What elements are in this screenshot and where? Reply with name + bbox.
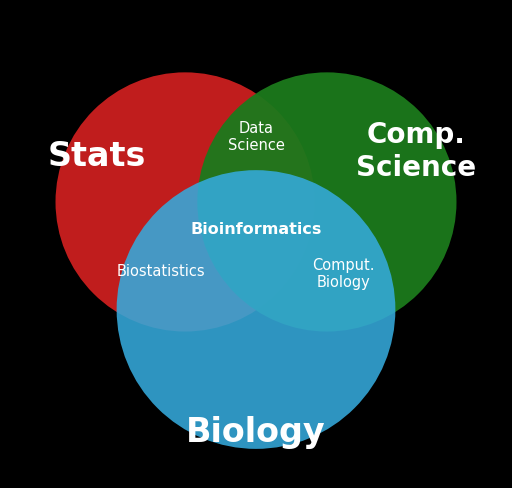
Circle shape xyxy=(117,171,395,449)
Text: Biology: Biology xyxy=(186,415,326,448)
Circle shape xyxy=(197,73,457,332)
Text: Comput.
Biology: Comput. Biology xyxy=(312,257,374,289)
Circle shape xyxy=(55,73,315,332)
Text: Data
Science: Data Science xyxy=(227,121,285,153)
Text: Biostatistics: Biostatistics xyxy=(116,264,205,278)
Text: Comp.
Science: Comp. Science xyxy=(356,121,477,182)
Text: Bioinformatics: Bioinformatics xyxy=(190,222,322,237)
Text: Stats: Stats xyxy=(48,140,146,173)
